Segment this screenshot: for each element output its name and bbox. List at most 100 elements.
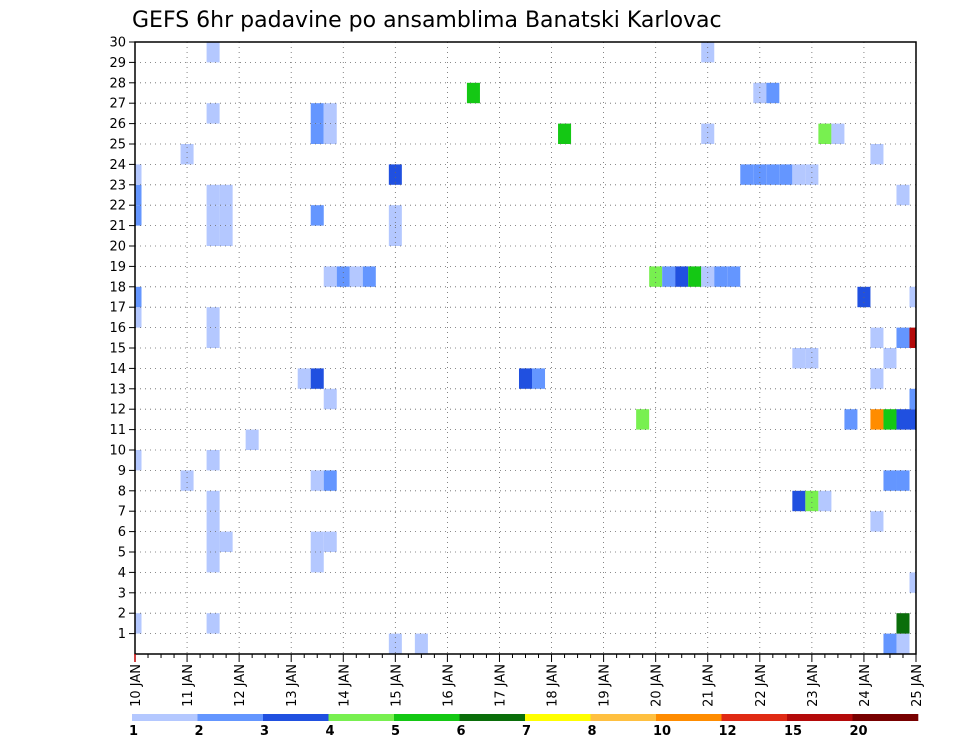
y-tick-label: 19 bbox=[109, 260, 126, 275]
heatmap-cell bbox=[135, 307, 142, 328]
y-tick-label: 12 bbox=[109, 403, 126, 418]
heatmap-cell bbox=[323, 388, 337, 410]
heatmap-cell bbox=[779, 164, 793, 185]
y-tick-label: 10 bbox=[109, 444, 126, 459]
x-tick-label: 25 JAN bbox=[910, 664, 925, 707]
heatmap-cell bbox=[349, 266, 363, 287]
heatmap-cell bbox=[909, 572, 916, 593]
heatmap-cell bbox=[323, 103, 337, 124]
heatmap-cell bbox=[310, 552, 324, 573]
heatmap-cell bbox=[805, 348, 819, 369]
legend-swatch bbox=[721, 714, 788, 721]
legend-swatch bbox=[197, 714, 264, 721]
heatmap-cell bbox=[883, 470, 897, 491]
heatmap-cell bbox=[792, 490, 806, 512]
y-tick-label: 7 bbox=[118, 505, 126, 520]
heatmap-cell bbox=[688, 266, 702, 287]
x-tick-label: 23 JAN bbox=[806, 664, 821, 707]
heatmap-cell bbox=[206, 205, 220, 226]
legend-swatch bbox=[852, 714, 919, 721]
heatmap-cell bbox=[792, 164, 806, 185]
legend-swatch bbox=[459, 714, 526, 721]
heatmap-cell bbox=[896, 470, 910, 491]
heatmap-cell bbox=[727, 266, 741, 287]
heatmap-cell bbox=[206, 184, 220, 206]
heatmap-cell bbox=[466, 82, 480, 104]
x-tick-label: 16 JAN bbox=[441, 664, 456, 707]
heatmap-cell bbox=[219, 205, 233, 226]
legend-label: 1 bbox=[129, 724, 138, 739]
heatmap-cell bbox=[310, 103, 324, 124]
y-tick-label: 14 bbox=[109, 362, 126, 377]
heatmap-cell bbox=[805, 164, 819, 185]
x-tick-label: 19 JAN bbox=[598, 664, 613, 707]
legend-swatch bbox=[394, 714, 460, 721]
legend-label: 2 bbox=[195, 724, 204, 739]
legend-label: 3 bbox=[260, 724, 269, 739]
heatmap-cell bbox=[844, 409, 858, 430]
x-tick-label: 13 JAN bbox=[285, 664, 300, 707]
heatmap-cell bbox=[206, 450, 220, 471]
heatmap-cell bbox=[135, 286, 142, 308]
y-tick-label: 20 bbox=[109, 240, 126, 255]
heatmap-cell bbox=[714, 266, 728, 287]
legend-label: 6 bbox=[457, 724, 466, 739]
heatmap-cell bbox=[896, 327, 910, 348]
heatmap-cell bbox=[636, 409, 650, 430]
heatmap-cell bbox=[206, 511, 220, 532]
heatmap-cell bbox=[206, 103, 220, 124]
heatmap-cell bbox=[362, 266, 376, 287]
heatmap-cell bbox=[206, 613, 220, 634]
heatmap-cells bbox=[135, 42, 916, 654]
heatmap-cell bbox=[896, 613, 910, 634]
x-tick-label: 14 JAN bbox=[337, 664, 352, 707]
x-tick-label: 12 JAN bbox=[233, 664, 248, 707]
legend-label: 12 bbox=[719, 724, 737, 739]
heatmap-cell bbox=[740, 164, 754, 185]
y-tick-label: 26 bbox=[109, 117, 126, 132]
x-tick-label: 11 JAN bbox=[181, 664, 196, 707]
heatmap-cell bbox=[135, 184, 142, 206]
heatmap-cell bbox=[818, 123, 832, 144]
legend-swatch bbox=[328, 714, 395, 721]
y-tick-label: 3 bbox=[118, 586, 126, 601]
y-tick-label: 29 bbox=[109, 56, 126, 71]
y-axis: 1234567891011121314151617181920212223242… bbox=[109, 36, 135, 642]
y-tick-label: 8 bbox=[118, 484, 126, 499]
heatmap-cell bbox=[135, 205, 142, 226]
heatmap-cell bbox=[323, 531, 337, 552]
heatmap-cell bbox=[219, 225, 233, 246]
x-tick-label: 10 JAN bbox=[129, 664, 144, 707]
y-tick-label: 16 bbox=[109, 321, 126, 336]
y-tick-label: 22 bbox=[109, 199, 126, 214]
heatmap-cell bbox=[206, 490, 220, 512]
heatmap-cell bbox=[310, 205, 324, 226]
heatmap-cell bbox=[909, 388, 916, 410]
heatmap-cell bbox=[245, 429, 259, 450]
heatmap-cell bbox=[135, 450, 142, 471]
legend-label: 10 bbox=[653, 724, 671, 739]
y-tick-label: 23 bbox=[109, 178, 126, 193]
y-tick-label: 21 bbox=[109, 219, 126, 234]
heatmap-cell bbox=[323, 470, 337, 491]
heatmap-cell bbox=[675, 266, 689, 287]
x-axis: 10 JAN 11 JAN 12 JAN 13 JAN 14 JAN 15 JAN 16 J… bbox=[129, 654, 925, 707]
color-legend: 1 2 3 4 5 6 7 8 10 12 15 20 bbox=[129, 714, 919, 739]
heatmap-cell bbox=[336, 266, 350, 287]
grid-lines bbox=[134, 41, 917, 654]
heatmap-cell bbox=[388, 164, 402, 185]
legend-label: 20 bbox=[850, 724, 868, 739]
heatmap-cell bbox=[831, 123, 845, 144]
y-tick-label: 4 bbox=[118, 566, 126, 581]
heatmap-cell bbox=[518, 368, 533, 389]
heatmap-cell bbox=[909, 286, 916, 308]
heatmap-cell bbox=[414, 633, 428, 654]
y-tick-label: 9 bbox=[118, 464, 126, 479]
heatmap-cell bbox=[310, 470, 324, 491]
heatmap-cell bbox=[701, 123, 715, 144]
y-tick-label: 5 bbox=[118, 546, 126, 561]
x-tick-label: 22 JAN bbox=[754, 664, 769, 707]
heatmap-cell bbox=[135, 613, 142, 634]
heatmap-cell bbox=[310, 531, 324, 552]
